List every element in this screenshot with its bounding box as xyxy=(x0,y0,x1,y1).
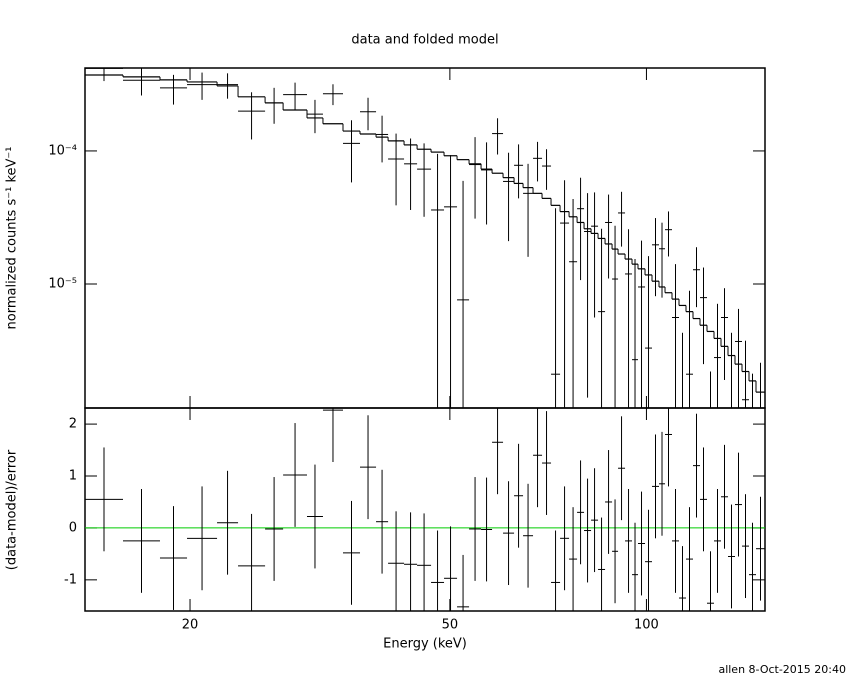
y-tick-label: 1 xyxy=(69,469,77,484)
y-tick-label: 0 xyxy=(69,520,77,535)
x-tick-label: 100 xyxy=(634,618,659,633)
y-axis-label: normalized counts s⁻¹ keV⁻¹ xyxy=(5,147,20,330)
x-axis-label: Energy (keV) xyxy=(383,637,467,652)
x-tick-label: 50 xyxy=(442,618,459,633)
y-tick-label: 10⁻⁴ xyxy=(48,143,77,158)
y-axis-label: (data-model)/error xyxy=(5,449,20,570)
y-tick-label: 10⁻⁵ xyxy=(48,277,77,292)
footer: allen 8-Oct-2015 20:40 xyxy=(718,663,846,676)
y-tick-label: -1 xyxy=(64,572,77,587)
plot-frame xyxy=(84,407,766,612)
x-tick-label: 20 xyxy=(182,618,199,633)
chart-title: data and folded model xyxy=(351,33,498,48)
y-tick-label: 2 xyxy=(69,417,77,432)
